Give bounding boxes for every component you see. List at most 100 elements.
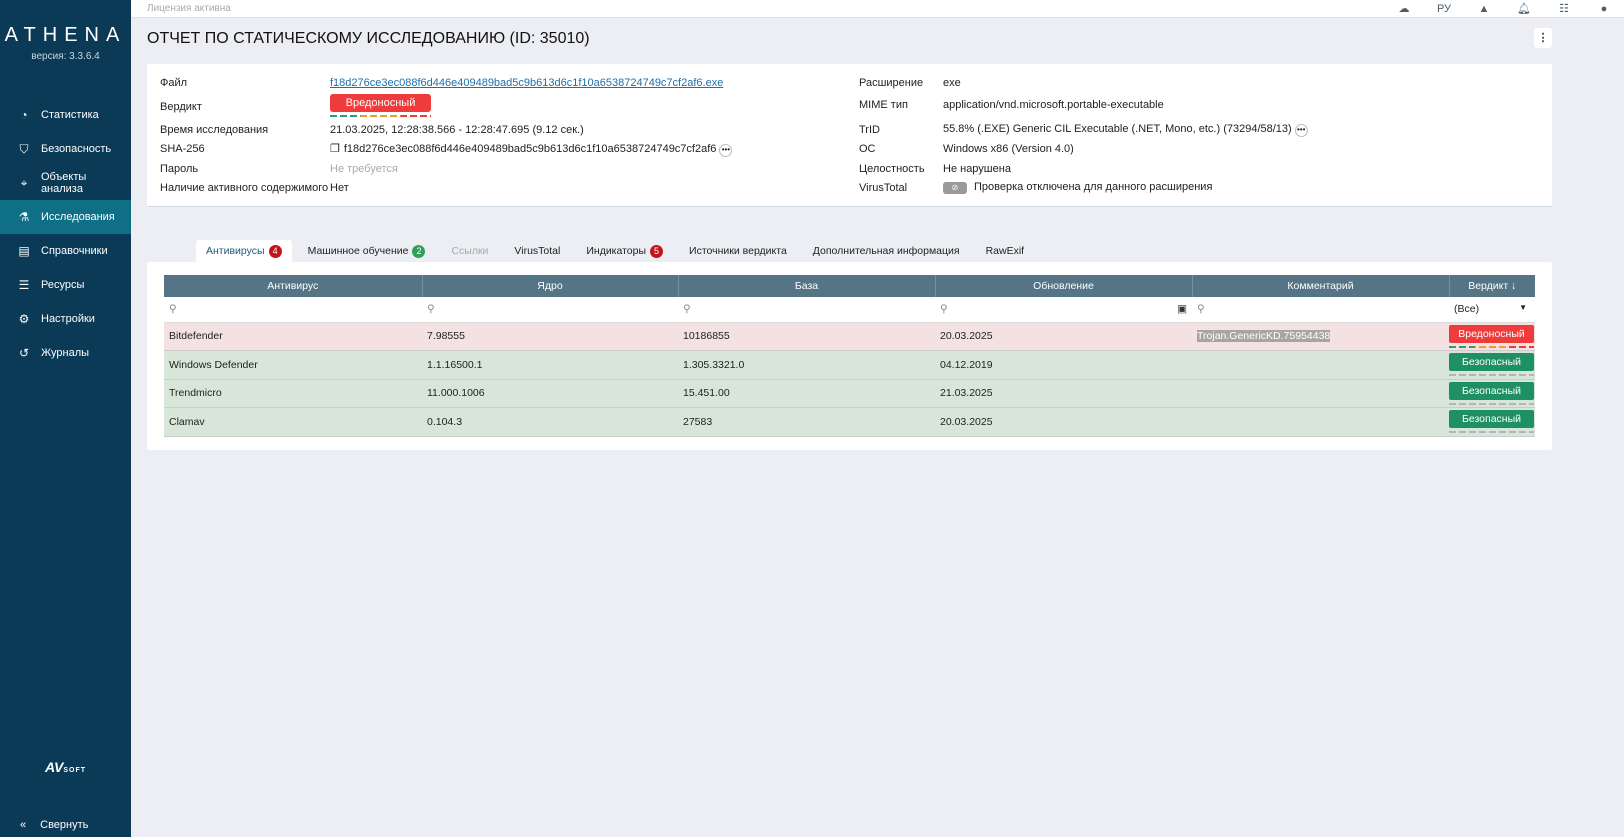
ext-value: exe: [943, 77, 961, 89]
search-icon: ⚲: [1197, 303, 1205, 316]
col-antivirus[interactable]: Антивирус: [164, 275, 422, 297]
info-card: Файл f18d276ce3ec088f6d446e409489bad5c9b…: [147, 64, 1552, 207]
verdict-badge: Безопасный: [1449, 381, 1534, 400]
filter-engine[interactable]: ⚲: [422, 297, 678, 323]
count-badge: 4: [268, 244, 282, 258]
label: Дополнительная информация: [812, 245, 960, 257]
tab-rawexif[interactable]: RawExif: [976, 240, 1035, 262]
table-row[interactable]: Windows Defender 1.1.16500.1 1.305.3321.…: [164, 350, 1535, 380]
cell-engine: 1.1.16500.1: [422, 350, 678, 380]
tab-verdict-sources[interactable]: Источники вердикта: [679, 240, 797, 262]
filter-updated[interactable]: ⚲ ▣: [935, 297, 1192, 323]
collapse-button[interactable]: « Свернуть: [20, 819, 88, 831]
warning-icon[interactable]: ▲: [1478, 3, 1490, 15]
cell-antivirus: Clamav: [164, 407, 422, 437]
gear-icon: ⚙: [18, 312, 30, 326]
col-updated[interactable]: Обновление: [934, 275, 1192, 297]
cell-antivirus: Bitdefender: [164, 322, 422, 351]
file-link[interactable]: f18d276ce3ec088f6d446e409489bad5c9b613d6…: [330, 77, 724, 89]
label: Машинное обучение: [307, 245, 409, 257]
language-switch[interactable]: РУ: [1436, 3, 1452, 15]
sidebar-item-research[interactable]: ⚗ Исследования: [0, 200, 131, 234]
label: Журналы: [41, 347, 90, 359]
sha-label: SHA-256: [160, 143, 205, 155]
col-verdict[interactable]: Вердикт ↓: [1448, 275, 1535, 297]
filter-antivirus[interactable]: ⚲: [164, 297, 422, 323]
verdict-scale: [1449, 402, 1534, 405]
col-db[interactable]: База: [677, 275, 935, 297]
count-badge: 2: [412, 244, 426, 258]
tab-additional-info[interactable]: Дополнительная информация: [803, 240, 970, 262]
label: RawExif: [985, 245, 1025, 257]
cell-verdict: Безопасный: [1449, 407, 1535, 437]
crosshair-icon: ⌖: [20, 175, 28, 190]
sidebar-item-settings[interactable]: ⚙ Настройки: [0, 302, 131, 336]
table-row[interactable]: Bitdefender 7.98555 10186855 20.03.2025 …: [164, 322, 1535, 351]
filter-comment[interactable]: ⚲: [1192, 297, 1449, 323]
tab-links[interactable]: Ссылки: [441, 240, 498, 262]
brand-suffix: SOFT: [63, 767, 87, 774]
cell-updated: 21.03.2025: [935, 379, 1192, 408]
verdict-badge: Вредоносный: [330, 94, 431, 112]
bell-icon[interactable]: 🔔︎: [1517, 3, 1531, 15]
filter-verdict-select[interactable]: (Все) ▼: [1449, 297, 1535, 323]
select-value: (Все): [1454, 303, 1480, 316]
task-list-icon[interactable]: ☷: [1559, 3, 1569, 15]
sidebar-item-security[interactable]: ⛉ Безопасность: [0, 132, 131, 166]
search-icon: ⚲: [169, 303, 177, 316]
cell-updated: 04.12.2019: [935, 350, 1192, 380]
verdict-badge: Безопасный: [1449, 353, 1534, 372]
avsoft-logo: AVSOFT: [0, 759, 131, 775]
caret-down-icon: ▼: [1519, 303, 1527, 313]
tab-antivirus[interactable]: Антивирусы 4: [196, 240, 292, 262]
more-icon[interactable]: •••: [1294, 124, 1308, 137]
sidebar-item-objects[interactable]: ⌖ Объекты анализа: [0, 166, 131, 200]
label: Справочники: [41, 245, 108, 257]
copy-icon[interactable]: ❐: [330, 143, 340, 155]
chevrons-left-icon: «: [20, 819, 27, 831]
cloud-upload-icon[interactable]: ☁: [1398, 3, 1410, 15]
sidebar: ATHENA версия: 3.3.6.4 ◔ Статистика ⛉ Безо…: [0, 0, 131, 837]
user-icon[interactable]: ●: [1600, 3, 1608, 15]
table-row[interactable]: Trendmicro 11.000.1006 15.451.00 21.03.2…: [164, 379, 1535, 408]
cell-db: 10186855: [678, 322, 935, 351]
label: Статистика: [41, 109, 99, 121]
label: Безопасность: [41, 143, 112, 155]
verdict: Вредоносный: [330, 94, 431, 117]
cell-engine: 7.98555: [422, 322, 678, 351]
col-engine[interactable]: Ядро: [421, 275, 678, 297]
calendar-icon[interactable]: ▣: [1177, 303, 1187, 316]
label: Антивирусы: [206, 245, 265, 257]
verdict-scale: [1449, 431, 1534, 434]
verdict-badge: Безопасный: [1449, 410, 1534, 429]
sidebar-item-logs[interactable]: ↺ Журналы: [0, 336, 131, 370]
more-menu-button[interactable]: ⋮: [1534, 28, 1552, 48]
label: Ресурсы: [41, 279, 85, 291]
label: Индикаторы: [586, 245, 647, 257]
tab-virustotal[interactable]: VirusTotal: [504, 240, 570, 262]
sidebar-item-references[interactable]: ▤ Справочники: [0, 234, 131, 268]
verdict-scale: [1449, 374, 1534, 377]
tabs: Антивирусы 4 Машинное обучение 2 Ссылки Vi…: [196, 240, 1040, 262]
label: Источники вердикта: [689, 245, 787, 257]
sha-value: f18d276ce3ec088f6d446e409489bad5c9b613d6…: [343, 143, 717, 155]
table-row[interactable]: Clamav 0.104.3 27583 20.03.2025 Безопасн…: [164, 407, 1535, 437]
time-label: Время исследования: [160, 124, 269, 136]
verdict-scale: [1449, 345, 1534, 348]
cell-verdict: Вредоносный: [1449, 322, 1535, 351]
mime-label: MIME тип: [859, 99, 908, 111]
filter-db[interactable]: ⚲: [678, 297, 935, 323]
label: VirusTotal: [514, 245, 561, 257]
tab-ml[interactable]: Машинное обучение 2: [298, 240, 436, 262]
cell-engine: 0.104.3: [422, 407, 678, 437]
sidebar-item-resources[interactable]: ☰ Ресурсы: [0, 268, 131, 302]
cell-db: 27583: [678, 407, 935, 437]
topbar: Лицензия активна ☁ РУ ▲ 🔔︎ ☷ ●: [131, 0, 1624, 18]
cell-comment: [1192, 379, 1449, 408]
vt-row: ⊘ Проверка отключена для данного расширен…: [943, 181, 1212, 194]
more-icon[interactable]: •••: [719, 144, 733, 157]
active-content-label: Наличие активного содержимого: [160, 182, 329, 194]
sidebar-item-statistics[interactable]: ◔ Статистика: [0, 98, 131, 132]
col-comment[interactable]: Комментарий: [1191, 275, 1449, 297]
tab-indicators[interactable]: Индикаторы 5: [576, 240, 673, 262]
